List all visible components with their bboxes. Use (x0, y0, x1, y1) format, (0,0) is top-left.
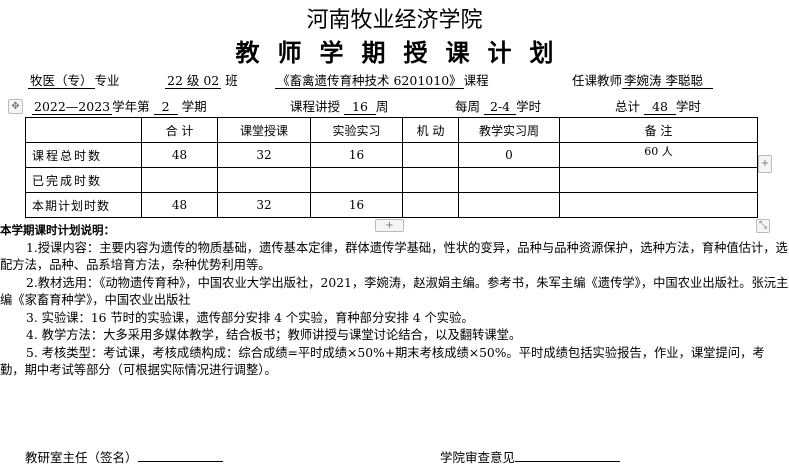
school-name: 河南牧业经济学院 (306, 8, 483, 33)
table-cell: 0 (458, 142, 560, 168)
table-cell: 48 (141, 192, 218, 218)
table-cell: 32 (217, 142, 311, 168)
note-item: 5. 考核类型：考试课，考核成绩构成：综合成绩=平时成绩×50%+期末考核成绩×… (0, 345, 765, 378)
course-line: 《畜禽遗传育种技术 6201010》 课程 (275, 70, 489, 89)
table-row: 本期计划时数 48 32 16 (25, 192, 758, 218)
row-label: 课程总时数 (25, 142, 142, 168)
major-line: 牧医（专） 专业 (28, 70, 120, 89)
table-cell: 48 (141, 142, 218, 168)
review-label: 学院审查意见 (440, 450, 516, 465)
perweek-label: 每周 (455, 99, 481, 114)
term: 2 (153, 99, 178, 115)
table-row: 已完成时数 (25, 167, 758, 193)
course-suffix: 课程 (463, 73, 489, 88)
add-column-icon[interactable]: + (758, 155, 772, 173)
total: 48 (644, 99, 676, 115)
header-cell: 教学实习周 (458, 117, 560, 143)
year-line: 2022—2023 学年第 2 学期 (32, 96, 207, 115)
table-cell (141, 167, 218, 193)
add-row-icon[interactable]: + (375, 219, 404, 232)
table-cell: 32 (217, 192, 311, 218)
note-item: 3. 实验课：16 节时的实验课，遗传部分安排 4 个实验，育种部分安排 4 个… (26, 310, 474, 325)
table-cell (402, 192, 459, 218)
year: 2022—2023 (32, 99, 113, 115)
director-label: 教研室主任（签名） (25, 450, 138, 465)
table-cell (217, 167, 311, 193)
course: 《畜禽遗传育种技术 6201010》 (275, 73, 464, 89)
teacher-label: 任课教师 (572, 73, 623, 88)
perweek-suffix: 学时 (516, 99, 542, 114)
table-header-row: 合 计 课堂授课 实验实习 机 动 教学实习周 备 注 (25, 117, 758, 143)
major: 牧医（专） (28, 73, 95, 89)
header-cell (25, 117, 142, 143)
perweek-line: 每周 2-4 学时 (455, 96, 541, 115)
director-signature-line[interactable] (137, 449, 223, 462)
table-cell (402, 142, 459, 168)
header-cell: 合 计 (141, 117, 218, 143)
class-suffix: 班 (225, 73, 238, 88)
hours-table: 合 计 课堂授课 实验实习 机 动 教学实习周 备 注 课程总时数 48 32 … (25, 117, 758, 218)
major-suffix: 专业 (94, 73, 120, 88)
year-suffix: 学年第 (112, 99, 150, 114)
table-cell (559, 167, 758, 193)
table-cell (458, 167, 560, 193)
table-cell (402, 167, 459, 193)
weeks: 16 (344, 99, 376, 115)
header-cell: 备 注 (559, 117, 758, 143)
table-move-handle-icon[interactable]: ✥ (8, 99, 23, 114)
table-cell (310, 167, 403, 193)
college-review: 学院审查意见 (440, 447, 621, 466)
resize-table-icon[interactable]: ⤡ (756, 219, 770, 233)
weeks-label: 课程讲授 (290, 99, 341, 114)
perweek: 2-4 (484, 99, 517, 115)
total-suffix: 学时 (675, 99, 701, 114)
total-line: 总计 48 学时 (615, 96, 701, 115)
header-cell: 实验实习 (310, 117, 403, 143)
total-label: 总计 (615, 99, 641, 114)
class: 22 级 02 (165, 73, 222, 89)
notes-title: 本学期课时计划说明： (0, 223, 115, 237)
header-cell: 机 动 (402, 117, 459, 143)
table-cell (559, 192, 758, 218)
table-cell: 16 (310, 192, 403, 218)
notes-section: 本学期课时计划说明： 1.授课内容：主要内容为遗传的物质基础，遗传基本定律，群体… (0, 222, 789, 380)
director-signature: 教研室主任（签名） (25, 447, 223, 466)
table-row: 课程总时数 48 32 16 0 60 人 (25, 142, 758, 168)
teacher-line: 任课教师 李婉涛 李聪聪 (572, 70, 713, 89)
note-item: 4. 教学方法：大多采用多媒体教学，结合板书；教师讲授与课堂讨论结合，以及翻转课… (26, 328, 522, 342)
table-cell: 60 人 (559, 142, 758, 168)
weeks-suffix: 周 (375, 99, 389, 114)
page-title: 教师学期授课计划 (235, 38, 572, 67)
teacher: 李婉涛 李聪聪 (622, 73, 713, 89)
note-item: 2.教材选用：《动物遗传育种》，中国农业大学出版社，2021，李婉涛，赵淑娟主编… (0, 275, 789, 308)
header-cell: 课堂授课 (217, 117, 311, 143)
class-line: 22 级 02 班 (165, 70, 238, 89)
row-label: 本期计划时数 (25, 192, 142, 218)
row-label: 已完成时数 (25, 167, 142, 193)
table-cell (458, 192, 560, 218)
review-line[interactable] (515, 449, 621, 462)
term-suffix: 学期 (181, 99, 207, 114)
weeks-line: 课程讲授 16 周 (290, 96, 388, 115)
table-cell: 16 (310, 142, 403, 168)
note-item: 1.授课内容：主要内容为遗传的物质基础，遗传基本定律，群体遗传学基础，性状的变异… (0, 240, 788, 273)
